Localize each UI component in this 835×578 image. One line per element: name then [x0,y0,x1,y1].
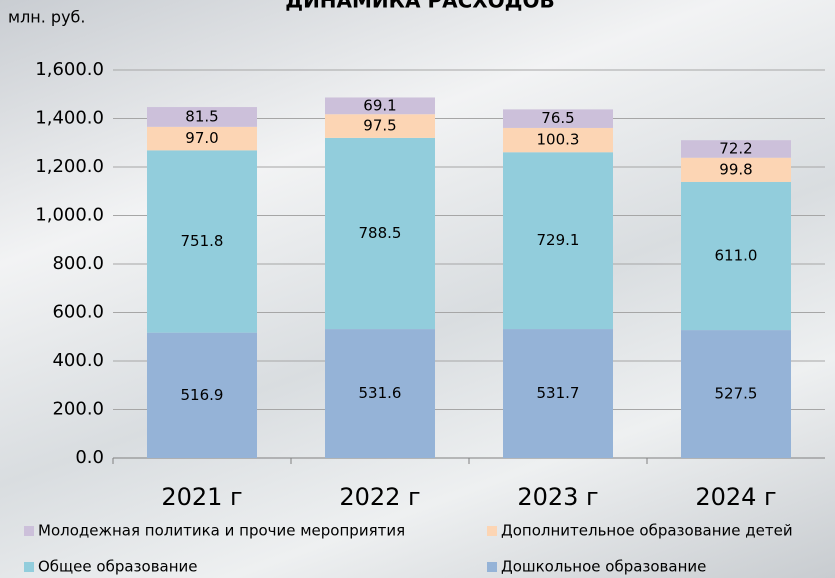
legend-label: Молодежная политика и прочие мероприятия [38,522,405,540]
legend-swatch [487,562,497,572]
x-tick-label: 2024 г [695,483,776,511]
legend-label: Дошкольное образование [501,558,706,576]
value-label: 69.1 [363,96,396,114]
y-tick-label: 600.0 [52,302,104,323]
y-tick-label: 200.0 [52,399,104,420]
y-tick-label: 1,400.0 [35,108,104,129]
legend-label: Общее образование [38,558,198,576]
y-tick-label: 400.0 [52,350,104,371]
value-label: 729.1 [537,231,580,249]
y-tick-label: 0.0 [75,447,104,468]
value-label: 100.3 [537,131,580,149]
value-label: 72.2 [719,139,752,157]
legend-swatch [24,526,34,536]
x-tick-label: 2021 г [161,483,242,511]
legend-swatch [487,526,497,536]
value-label: 99.8 [719,160,752,178]
value-label: 76.5 [541,109,574,127]
value-label: 516.9 [181,386,224,404]
value-label: 531.7 [537,384,580,402]
value-label: 97.0 [185,129,218,147]
x-tick-label: 2023 г [517,483,598,511]
value-label: 81.5 [185,107,218,125]
y-tick-label: 800.0 [52,253,104,274]
legend-swatch [24,562,34,572]
y-tick-label: 1,600.0 [35,59,104,80]
y-tick-label: 1,000.0 [35,205,104,226]
value-label: 611.0 [715,246,758,264]
y-tick-label: 1,200.0 [35,156,104,177]
y-unit: млн. руб. [8,8,86,27]
value-label: 527.5 [715,385,758,403]
x-tick-label: 2022 г [339,483,420,511]
legend-label: Дополнительное образование детей [501,522,793,540]
value-label: 788.5 [359,224,402,242]
chart-title: ДИНАМИКА РАСХОДОВ [285,0,555,13]
value-label: 751.8 [181,232,224,250]
value-label: 97.5 [363,117,396,135]
chart: ДИНАМИКА РАСХОДОВ млн. руб. 0.0 200.0 400.… [0,0,835,578]
value-label: 531.6 [359,384,402,402]
